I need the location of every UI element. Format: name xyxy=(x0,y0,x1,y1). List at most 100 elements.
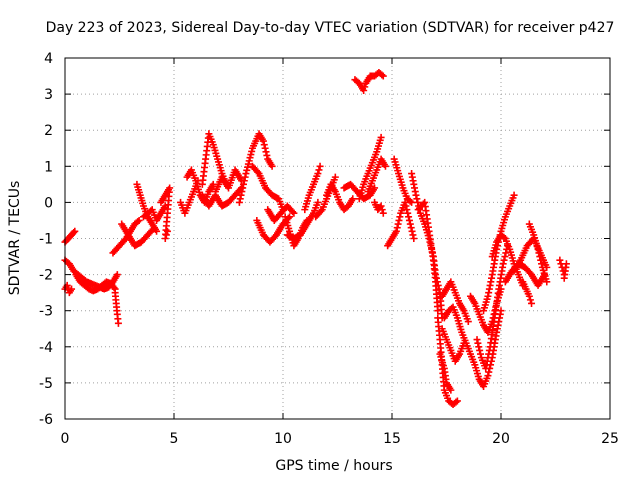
data-point xyxy=(315,166,323,174)
data-point xyxy=(460,339,468,347)
y-tick-label: -4 xyxy=(39,340,53,356)
data-point xyxy=(245,157,253,165)
data-point xyxy=(244,160,252,168)
x-tick-label: 0 xyxy=(61,431,70,447)
data-point xyxy=(484,372,492,380)
data-point xyxy=(404,209,412,217)
data-point xyxy=(262,148,270,156)
data-point xyxy=(497,307,505,315)
plot-frame xyxy=(64,57,611,420)
series-trace-37 xyxy=(440,303,505,391)
data-point xyxy=(464,318,472,326)
y-tick-label: -5 xyxy=(39,376,53,392)
y-tick-label: 0 xyxy=(44,195,53,211)
data-point xyxy=(501,253,509,261)
y-tick-label: -3 xyxy=(39,304,53,320)
chart-title: Day 223 of 2023, Sidereal Day-to-day VTE… xyxy=(46,20,615,36)
data-point xyxy=(475,343,483,351)
series-trace-20 xyxy=(281,213,311,250)
data-point xyxy=(402,202,410,210)
data-point xyxy=(499,260,507,268)
data-point xyxy=(500,256,508,264)
data-point xyxy=(414,198,422,206)
series-trace-28 xyxy=(371,198,387,217)
data-point xyxy=(248,147,256,155)
series-trace-14 xyxy=(198,184,246,210)
series-trace-21 xyxy=(283,198,322,242)
data-point xyxy=(477,350,485,358)
data-point xyxy=(236,195,244,203)
data-point xyxy=(476,346,484,354)
data-point xyxy=(407,224,415,232)
series-trace-47 xyxy=(556,256,570,282)
data-point xyxy=(240,177,248,185)
y-tick-label: 2 xyxy=(44,123,53,139)
data-point xyxy=(556,256,564,264)
data-point xyxy=(238,188,246,196)
data-point xyxy=(560,274,568,282)
data-point xyxy=(331,173,339,181)
series-trace-26 xyxy=(355,133,385,203)
data-point xyxy=(434,307,442,315)
data-point xyxy=(244,163,252,171)
data-point xyxy=(538,260,546,268)
data-point xyxy=(409,231,417,239)
data-point xyxy=(378,206,386,214)
data-point xyxy=(349,195,357,203)
series-trace-42 xyxy=(488,231,527,289)
series-trace-8 xyxy=(133,180,161,235)
data-point xyxy=(543,278,551,286)
data-points xyxy=(61,68,570,409)
series-trace-10 xyxy=(157,184,174,242)
data-point xyxy=(314,198,322,206)
data-point xyxy=(161,235,169,242)
data-point xyxy=(528,299,536,307)
y-tick-label: 4 xyxy=(44,51,53,67)
series-trace-17 xyxy=(248,162,287,214)
data-point xyxy=(537,256,545,264)
series-trace-30 xyxy=(384,198,418,250)
data-point xyxy=(260,141,268,149)
data-point xyxy=(405,213,413,221)
data-point xyxy=(239,180,247,188)
data-point xyxy=(243,166,251,174)
data-point xyxy=(379,72,387,80)
y-tick-label: -2 xyxy=(39,268,53,284)
data-point xyxy=(413,195,421,203)
data-point xyxy=(371,184,379,192)
data-point xyxy=(361,83,369,91)
x-tick-label: 25 xyxy=(601,431,619,447)
data-point xyxy=(254,168,262,176)
data-point xyxy=(134,218,142,226)
x-tick-label: 15 xyxy=(383,431,401,447)
data-point xyxy=(235,198,243,206)
series-trace-46 xyxy=(519,278,536,307)
data-point xyxy=(485,368,493,376)
data-point xyxy=(410,235,418,242)
x-axis-label: GPS time / hours xyxy=(275,458,392,474)
series-trace-15 xyxy=(211,166,246,196)
data-point xyxy=(68,285,76,293)
x-tick-label: 10 xyxy=(274,431,292,447)
data-point xyxy=(113,271,121,279)
series-trace-31 xyxy=(390,155,416,206)
series-trace-1 xyxy=(61,227,79,246)
data-point xyxy=(394,220,402,228)
data-point xyxy=(317,207,325,215)
series-trace-38 xyxy=(438,325,468,365)
data-point xyxy=(246,154,254,162)
data-point xyxy=(395,216,403,224)
data-point xyxy=(259,137,267,145)
data-point xyxy=(408,198,416,206)
data-point xyxy=(534,245,542,253)
series-trace-22 xyxy=(301,162,324,214)
data-point xyxy=(379,209,387,217)
data-point xyxy=(392,227,400,235)
series-trace-40 xyxy=(473,242,512,372)
series-trace-9 xyxy=(139,202,169,224)
data-point xyxy=(473,336,481,344)
series-trace-5 xyxy=(111,289,122,327)
data-point xyxy=(237,191,245,199)
data-point xyxy=(290,209,298,217)
